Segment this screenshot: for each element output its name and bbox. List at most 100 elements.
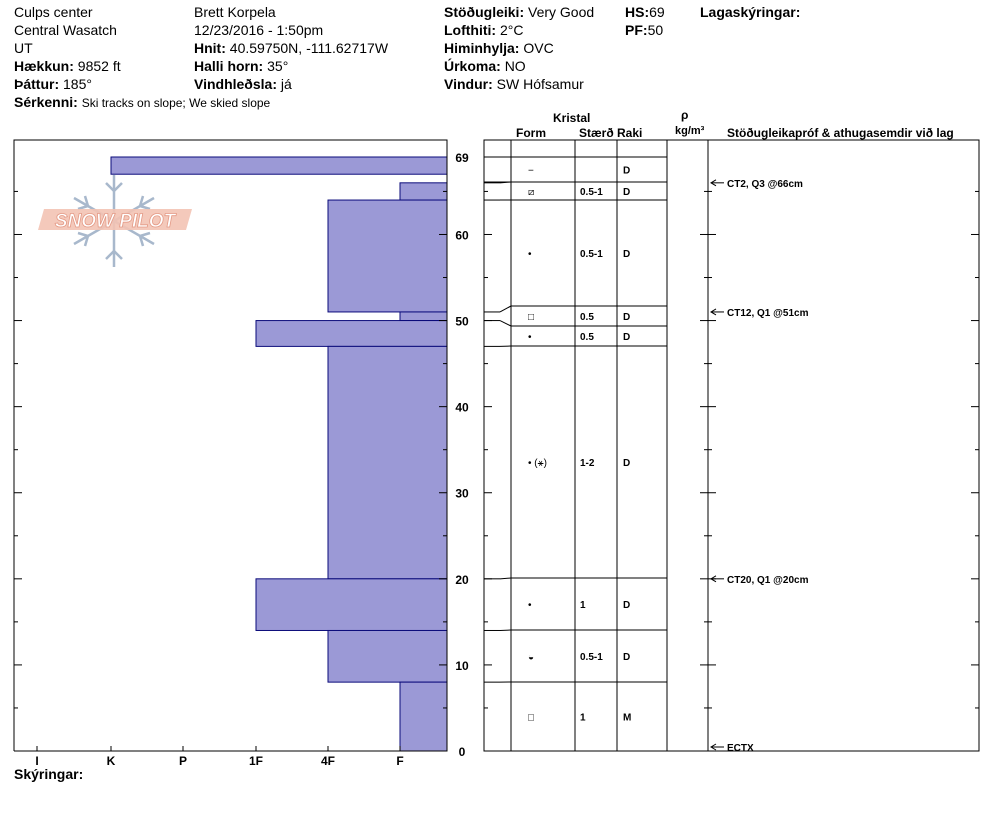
layer-form: □ <box>528 713 534 724</box>
form-label: Form <box>516 126 546 140</box>
rho-label: ρ <box>681 108 689 122</box>
layer-connector <box>499 305 512 313</box>
hardness-bar <box>255 320 448 347</box>
layer-size: 1 <box>580 600 586 611</box>
profile-frame <box>13 139 448 752</box>
y-tick-label: 20 <box>455 573 469 587</box>
layer-moisture: D <box>623 187 630 198</box>
y-tick-label: 10 <box>455 659 469 673</box>
features-row: Sérkenni: Ski tracks on slope; We skied … <box>14 94 270 112</box>
air-temp-label: Lofthiti: <box>444 22 497 38</box>
layer-form: − <box>528 166 534 177</box>
stability-test-label: CT2, Q3 @66cm <box>727 179 803 190</box>
pf-row: PF:50 <box>625 22 663 39</box>
slope-value: 35° <box>267 58 289 74</box>
hardness-bar <box>327 345 448 580</box>
features-label: Sérkenni: <box>14 94 78 110</box>
layer-table-frame <box>483 139 980 752</box>
crystal-label: Kristal <box>553 111 591 125</box>
y-tick-label: 30 <box>455 487 469 501</box>
slope-row: Halli horn: 35° <box>194 58 288 75</box>
layer-size: 0.5-1 <box>580 652 603 663</box>
pf-value: 50 <box>647 22 664 38</box>
hardness-bar <box>399 311 448 322</box>
layer-notes-label: Lagaskýringar: <box>700 4 801 20</box>
size-label: Stærð <box>579 126 614 140</box>
stability-label: Stöðugleiki: <box>444 4 525 20</box>
elevation-value: 9852 ft <box>77 58 121 74</box>
slope-label: Halli horn: <box>194 58 264 74</box>
elevation-row: Hækkun: 9852 ft <box>14 58 121 75</box>
layer-moisture: D <box>623 600 630 611</box>
footer-label: Skýringar: <box>14 766 84 782</box>
hs-value: 69 <box>649 4 665 20</box>
state: UT <box>14 40 33 56</box>
snowpilot-logo: SNOW PILOT <box>38 175 192 267</box>
layer-form: • <box>528 600 532 611</box>
moisture-label: Raki <box>617 126 643 140</box>
layer-connector <box>499 320 512 327</box>
layer-size: 0.5-1 <box>580 187 603 198</box>
elevation-label: Hækkun: <box>14 58 74 74</box>
stability-test-label: CT20, Q1 @20cm <box>727 575 809 586</box>
aspect-label: Þáttur: <box>14 76 60 92</box>
wind-loading-label: Vindhleðsla: <box>194 76 277 92</box>
hardness-bar <box>110 156 448 175</box>
layer-form: ⧄ <box>528 187 534 198</box>
layer-moisture: D <box>623 166 630 177</box>
range: Central Wasatch <box>14 22 117 38</box>
layer-size: 0.5-1 <box>580 249 603 260</box>
pf-label: PF: <box>625 22 648 38</box>
stability-value: Very Good <box>528 4 595 20</box>
hardness-bar <box>399 681 448 752</box>
y-tick-label: 69 <box>455 151 469 165</box>
test-arrow-head <box>710 179 717 187</box>
y-tick-label: 0 <box>459 745 466 759</box>
air-temp-row: Lofthiti: 2°C <box>444 22 523 39</box>
y-tick-label: 40 <box>455 401 469 415</box>
hardness-bar <box>327 629 448 683</box>
layer-form: • (⚹) <box>528 458 547 469</box>
precip-value: NO <box>504 58 526 74</box>
layer-size: 0.5 <box>580 332 594 343</box>
sky-value: OVC <box>523 40 554 56</box>
sky-row: Himinhylja: OVC <box>444 40 554 57</box>
test-arrow-head <box>710 308 717 316</box>
observer: Brett Korpela <box>194 4 276 20</box>
air-temp-value: 2°C <box>499 22 524 38</box>
layer-moisture: M <box>623 713 631 724</box>
stability-row: Stöðugleiki: Very Good <box>444 4 594 21</box>
y-tick-label: 50 <box>455 315 469 329</box>
layer-size: 0.5 <box>580 312 594 323</box>
tests-label: Stöðugleikapróf & athugasemdir við lag <box>727 126 954 140</box>
x-tick-label: K <box>107 754 116 768</box>
density-unit: kg/m³ <box>675 125 705 137</box>
aspect-value: 185° <box>63 76 92 92</box>
hardness-bar <box>255 578 448 631</box>
wind-loading-row: Vindhleðsla: já <box>194 76 292 93</box>
precip-row: Úrkoma: NO <box>444 58 526 75</box>
wind-label: Vindur: <box>444 76 493 92</box>
precip-label: Úrkoma: <box>444 58 501 74</box>
x-tick-label: I <box>35 754 38 768</box>
wind-loading-value: já <box>280 76 292 92</box>
aspect-row: Þáttur: 185° <box>14 76 92 93</box>
layer-form: □ <box>528 312 534 323</box>
layer-size: 1 <box>580 713 586 724</box>
layer-moisture: D <box>623 249 630 260</box>
test-arrow-head <box>710 575 717 583</box>
wind-value: SW Hófsamur <box>496 76 584 92</box>
layer-moisture: D <box>623 458 630 469</box>
layer-form: ◒ <box>528 652 534 663</box>
stability-test-label: CT12, Q1 @51cm <box>727 308 809 319</box>
coords-value: 40.59750N, -111.62717W <box>229 40 389 56</box>
wind-row: Vindur: SW Hófsamur <box>444 76 584 93</box>
hardness-bar <box>399 182 448 201</box>
x-tick-label: 1F <box>249 754 263 768</box>
test-arrow-head <box>710 743 717 751</box>
location: Culps center <box>14 4 93 20</box>
layer-connector <box>499 577 512 580</box>
snowpilot-logo-text: SNOW PILOT <box>55 211 177 232</box>
x-tick-label: F <box>396 754 403 768</box>
